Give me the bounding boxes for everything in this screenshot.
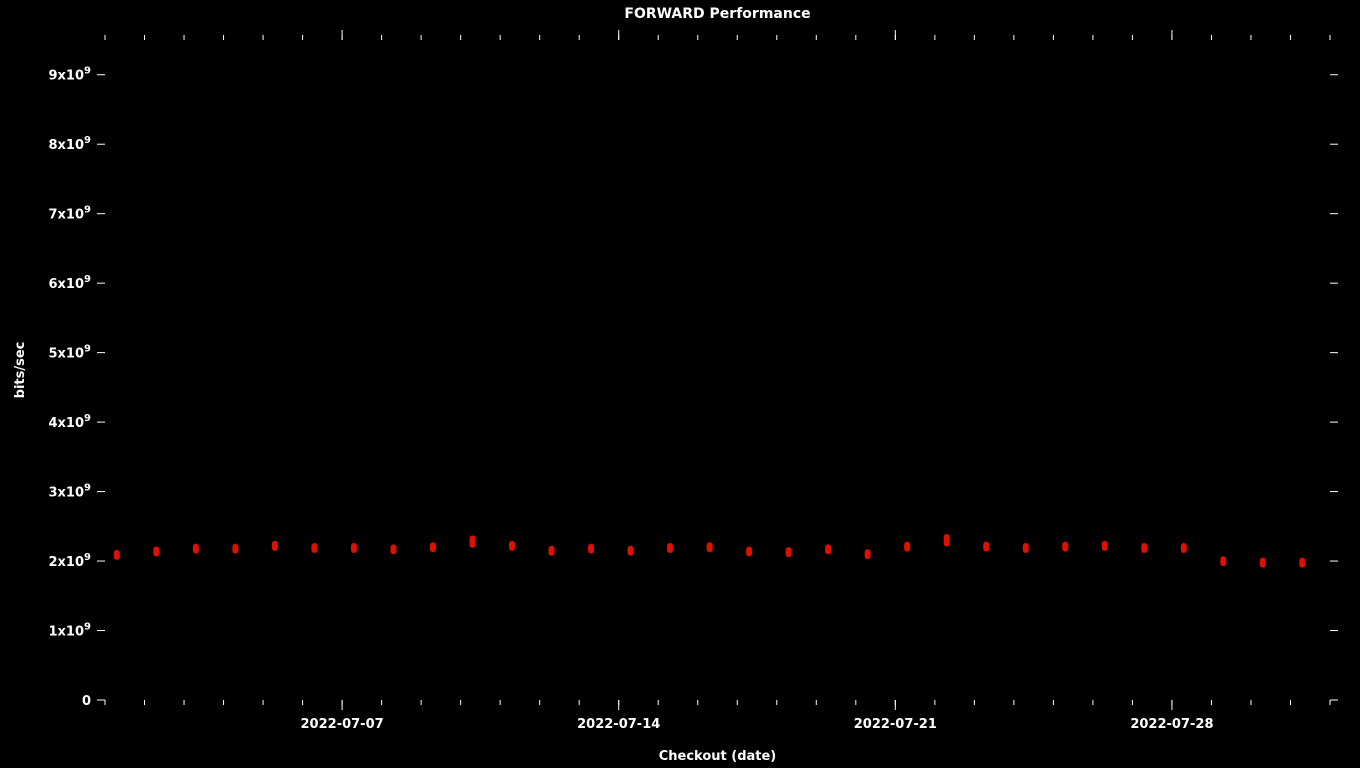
data-marker — [549, 546, 555, 556]
data-marker — [390, 544, 396, 554]
chart-svg: FORWARD Performance bits/sec Checkout (dat… — [0, 0, 1360, 768]
data-marker — [272, 541, 278, 551]
data-marker — [1141, 543, 1147, 553]
data-marker — [628, 546, 634, 556]
y-tick-label: 6x109 — [49, 274, 92, 292]
data-marker — [193, 544, 199, 554]
data-marker — [153, 546, 159, 556]
data-marker — [983, 542, 989, 552]
data-marker — [232, 544, 238, 554]
y-tick-label: 5x109 — [49, 344, 92, 362]
data-marker — [1181, 543, 1187, 553]
data-marker — [667, 543, 673, 553]
data-marker — [509, 541, 515, 551]
data-marker — [1299, 558, 1305, 568]
y-tick-label: 2x109 — [49, 552, 92, 570]
data-marker — [351, 543, 357, 553]
data-marker — [1220, 556, 1226, 566]
chart-title: FORWARD Performance — [624, 6, 810, 22]
data-marker — [746, 546, 752, 556]
x-tick-label: 2022-07-14 — [577, 717, 660, 732]
data-marker — [430, 542, 436, 552]
data-marker — [1062, 542, 1068, 552]
data-marker — [865, 549, 871, 559]
y-tick-label: 4x109 — [49, 413, 92, 431]
data-marker — [707, 542, 713, 552]
y-tick-label: 9x109 — [49, 66, 92, 84]
y-tick-label: 8x109 — [49, 135, 92, 153]
y-tick-label: 3x109 — [49, 483, 92, 501]
y-tick-label: 0 — [82, 694, 91, 709]
data-marker — [1260, 558, 1266, 568]
data-marker — [786, 547, 792, 557]
y-axis-label: bits/sec — [13, 342, 28, 399]
data-marker — [311, 543, 317, 553]
data-marker — [1102, 541, 1108, 551]
data-marker — [114, 550, 120, 560]
y-tick-label: 1x109 — [49, 622, 92, 640]
data-marker — [1023, 543, 1029, 553]
data-marker — [825, 544, 831, 554]
data-marker — [944, 534, 950, 547]
y-tick-label: 7x109 — [49, 205, 92, 223]
x-tick-label: 2022-07-28 — [1130, 717, 1213, 732]
data-marker — [470, 535, 476, 548]
data-marker — [588, 544, 594, 554]
x-axis-label: Checkout (date) — [659, 749, 777, 764]
performance-chart: FORWARD Performance bits/sec Checkout (dat… — [0, 0, 1360, 768]
data-marker — [904, 542, 910, 552]
x-tick-label: 2022-07-07 — [301, 717, 384, 732]
x-tick-label: 2022-07-21 — [854, 717, 937, 732]
